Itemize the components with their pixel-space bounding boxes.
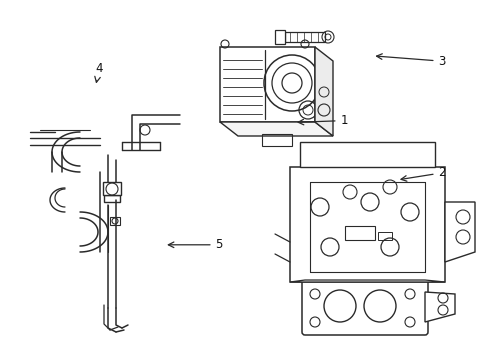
Polygon shape [290, 167, 445, 282]
Bar [110, 217, 120, 225]
Polygon shape [103, 182, 121, 195]
Text: 5: 5 [169, 238, 223, 251]
Bar [262, 134, 292, 146]
Polygon shape [425, 292, 455, 322]
Polygon shape [275, 30, 285, 44]
Bar [378, 232, 392, 240]
Text: 3: 3 [376, 54, 446, 68]
Polygon shape [445, 202, 475, 262]
Polygon shape [315, 47, 333, 136]
Text: 1: 1 [298, 114, 348, 127]
Polygon shape [300, 142, 435, 167]
Text: 2: 2 [401, 166, 446, 181]
Polygon shape [104, 195, 120, 202]
Polygon shape [220, 47, 315, 122]
Polygon shape [220, 122, 333, 136]
Bar [345, 226, 375, 240]
Polygon shape [290, 280, 445, 282]
Bar [285, 32, 325, 42]
FancyBboxPatch shape [302, 277, 428, 335]
Text: 4: 4 [95, 62, 103, 82]
